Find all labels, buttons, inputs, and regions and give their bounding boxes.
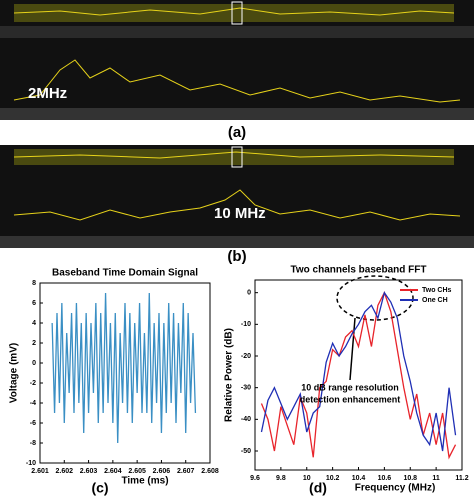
panel-label: (b): [227, 248, 246, 265]
x-axis-label: Time (ms): [121, 476, 168, 487]
x-tick-label: 10.6: [378, 475, 392, 482]
scope-marker: [231, 146, 243, 168]
legend-label: Two CHs: [422, 287, 452, 294]
scope-trace: [13, 189, 461, 221]
y-axis-label: Relative Power (dB): [224, 328, 235, 422]
y-tick-label: -8: [30, 440, 36, 447]
x-tick-label: 11.2: [455, 475, 468, 482]
scope-overview: [14, 149, 454, 165]
annotation: detection enhancement: [300, 394, 401, 404]
legend-label: One CH: [422, 297, 448, 304]
y-tick-label: 0: [32, 360, 36, 367]
annotation: 10 MHz: [214, 205, 266, 222]
y-tick-label: -10: [241, 321, 251, 328]
series-line: [51, 292, 197, 444]
panel-label: (c): [91, 480, 108, 496]
scope-trace: [13, 7, 455, 16]
x-tick-label: 2.601: [31, 468, 49, 475]
panel-label: (d): [309, 480, 327, 496]
x-tick-label: 2.605: [128, 468, 146, 475]
x-tick-label: 2.608: [201, 468, 219, 475]
y-tick-label: -10: [26, 460, 36, 467]
x-tick-label: 9.8: [276, 475, 286, 482]
x-tick-label: 11: [432, 475, 440, 482]
chart-title: Two channels baseband FFT: [291, 265, 427, 276]
y-tick-label: -4: [30, 400, 36, 407]
scope-status: [0, 108, 474, 120]
y-tick-label: -30: [241, 385, 251, 392]
scope-overview: [14, 4, 454, 22]
y-tick-label: -40: [241, 416, 251, 423]
y-tick-label: -20: [241, 353, 251, 360]
y-tick-label: 6: [32, 300, 36, 307]
x-tick-label: 2.602: [56, 468, 74, 475]
scope-marker: [231, 1, 243, 25]
x-tick-label: 10.2: [326, 475, 340, 482]
scope-trace: [13, 59, 461, 103]
x-axis-label: Frequency (MHz): [355, 483, 436, 494]
series-line: [260, 291, 457, 452]
scope-toolbar: [0, 26, 474, 38]
y-tick-label: 0: [247, 290, 251, 297]
y-tick-label: 4: [32, 320, 36, 327]
x-tick-label: 9.6: [250, 475, 260, 482]
x-tick-label: 10.8: [403, 475, 417, 482]
y-axis-label: Voltage (mV): [9, 343, 20, 403]
arrow: [349, 317, 356, 381]
x-tick-label: 10: [303, 475, 311, 482]
y-tick-label: -50: [241, 448, 251, 455]
x-tick-label: 2.604: [104, 468, 122, 475]
y-tick-label: 8: [32, 280, 36, 287]
scope-status: [0, 236, 474, 248]
plot-area: [39, 282, 211, 464]
chart-title: Baseband Time Domain Signal: [52, 268, 198, 279]
annotation: 2MHz: [28, 85, 67, 102]
y-tick-label: -6: [30, 420, 36, 427]
annotation: 10 dB range resolution: [301, 382, 399, 392]
scope-trace: [13, 151, 455, 159]
highlight-ellipse: [336, 275, 414, 321]
y-tick-label: 2: [32, 340, 36, 347]
x-tick-label: 10.4: [352, 475, 366, 482]
panel-label: (a): [228, 124, 246, 141]
x-tick-label: 2.603: [80, 468, 98, 475]
x-tick-label: 2.607: [177, 468, 195, 475]
y-tick-label: -2: [30, 380, 36, 387]
x-tick-label: 2.606: [153, 468, 171, 475]
